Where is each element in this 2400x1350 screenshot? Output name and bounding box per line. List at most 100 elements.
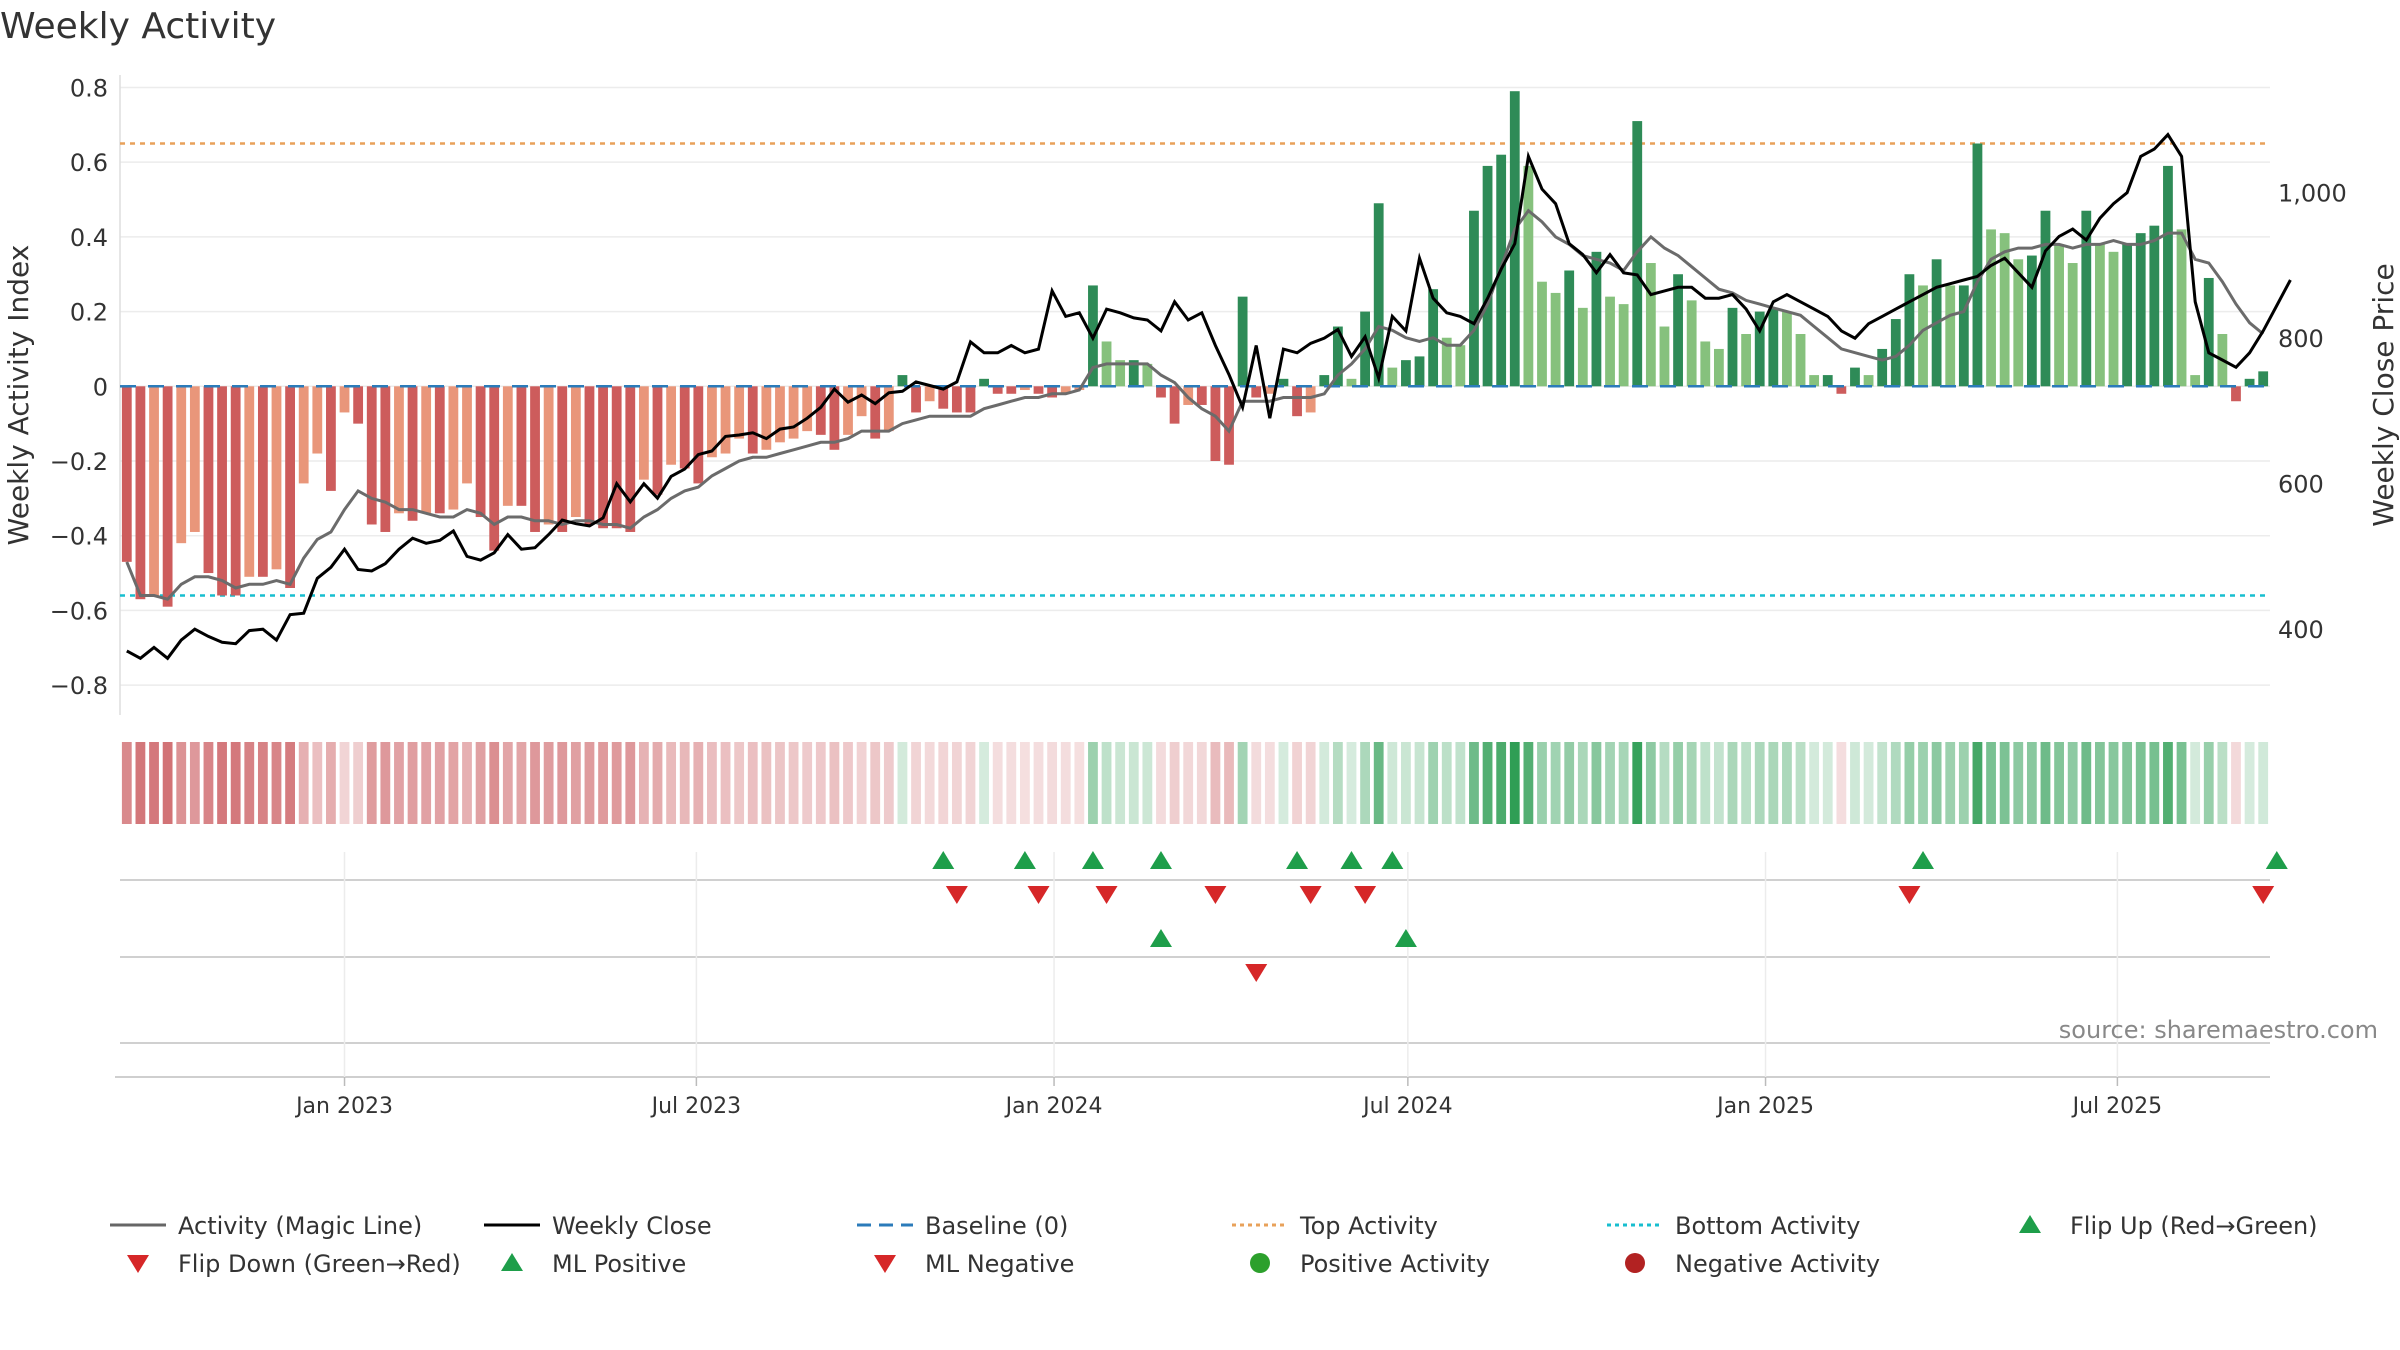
heat-cell bbox=[1632, 742, 1643, 824]
heat-cell bbox=[1564, 742, 1575, 824]
heat-cell bbox=[1332, 742, 1343, 824]
heat-cell bbox=[598, 742, 608, 824]
heat-cell bbox=[1020, 742, 1030, 824]
activity-bar bbox=[1782, 311, 1792, 387]
heat-cell bbox=[788, 742, 799, 824]
heat-cell bbox=[1047, 742, 1058, 824]
heat-cell bbox=[761, 742, 772, 824]
activity-bar bbox=[1809, 375, 1820, 387]
heat-cell bbox=[149, 742, 159, 824]
activity-bar bbox=[1006, 386, 1017, 394]
heat-cell bbox=[434, 742, 445, 824]
heat-cell bbox=[1822, 742, 1833, 824]
x-tick-label: Jul 2023 bbox=[650, 1094, 742, 1119]
activity-bar bbox=[2095, 244, 2105, 387]
y-tick-label: −0.2 bbox=[50, 448, 108, 476]
activity-bar bbox=[1673, 274, 1683, 387]
flip-up-marker bbox=[1912, 851, 1935, 869]
flip-down-marker bbox=[1095, 886, 1118, 904]
activity-bar bbox=[1020, 386, 1030, 391]
heat-cell bbox=[924, 742, 935, 824]
flip-up-marker bbox=[1340, 851, 1363, 869]
legend-item: ML Negative bbox=[874, 1250, 1074, 1278]
legend-item: Bottom Activity bbox=[1607, 1212, 1860, 1240]
heat-cell bbox=[2026, 742, 2037, 824]
flip-up-marker bbox=[2265, 851, 2288, 869]
heat-cell bbox=[1659, 742, 1670, 824]
heat-cell bbox=[353, 742, 364, 824]
heat-cell bbox=[1210, 742, 1221, 824]
activity-bar bbox=[1741, 334, 1752, 387]
activity-bar bbox=[339, 386, 350, 413]
heat-cell bbox=[1904, 742, 1915, 824]
activity-bar bbox=[2067, 263, 2078, 387]
heat-cell bbox=[2013, 742, 2024, 824]
activity-bar bbox=[1210, 386, 1221, 461]
legend-item: Flip Up (Red→Green) bbox=[2019, 1212, 2318, 1240]
heat-cell bbox=[1509, 742, 1520, 824]
activity-bar bbox=[1863, 375, 1874, 387]
activity-bar bbox=[951, 386, 962, 413]
activity-bar bbox=[1986, 229, 1996, 387]
activity-bar bbox=[1441, 337, 1452, 387]
activity-bar bbox=[217, 386, 227, 596]
activity-bar bbox=[1550, 292, 1561, 387]
heat-cell bbox=[1033, 742, 1044, 824]
legend-item: Weekly Close bbox=[484, 1212, 712, 1240]
heat-cell bbox=[1754, 742, 1765, 824]
activity-bar bbox=[2231, 386, 2241, 402]
activity-bar bbox=[543, 386, 554, 525]
activity-bar bbox=[1319, 375, 1330, 387]
activity-bar bbox=[1033, 386, 1044, 394]
activity-bar bbox=[176, 386, 187, 544]
legend-swatch-circle-icon bbox=[1250, 1253, 1270, 1273]
legend-swatch-up-icon bbox=[501, 1253, 523, 1271]
activity-bar bbox=[1060, 386, 1071, 394]
heat-cell bbox=[2067, 742, 2078, 824]
activity-bar bbox=[856, 386, 867, 417]
heat-cell bbox=[625, 742, 636, 824]
heat-cell bbox=[1156, 742, 1166, 824]
heat-cell bbox=[1292, 742, 1302, 824]
legend-label: Baseline (0) bbox=[925, 1212, 1068, 1240]
activity-bar bbox=[761, 386, 772, 450]
heat-cell bbox=[911, 742, 921, 824]
heat-cell bbox=[1850, 742, 1860, 824]
heat-cell bbox=[992, 742, 1003, 824]
activity-bar bbox=[1237, 296, 1248, 387]
activity-bar bbox=[1686, 300, 1697, 387]
legend-label: Bottom Activity bbox=[1675, 1212, 1860, 1240]
heat-cell bbox=[584, 742, 595, 824]
legend-label: Activity (Magic Line) bbox=[178, 1212, 422, 1240]
activity-bar bbox=[2135, 233, 2146, 387]
activity-bar bbox=[775, 386, 785, 443]
heat-cell bbox=[883, 742, 894, 824]
flip-down-marker bbox=[945, 886, 968, 904]
y2-axis-label: Weekly Close Price bbox=[2367, 263, 2400, 526]
legend-swatch-up-icon bbox=[2019, 1215, 2041, 1233]
flip-down-marker bbox=[2252, 886, 2275, 904]
activity-bar bbox=[285, 386, 295, 588]
heat-cell bbox=[407, 742, 418, 824]
heat-cell bbox=[2054, 742, 2064, 824]
activity-bar bbox=[1795, 334, 1806, 387]
activity-bar bbox=[1999, 233, 2010, 387]
heat-cell bbox=[2163, 742, 2173, 824]
y-axis-label: Weekly Activity Index bbox=[2, 245, 35, 546]
x-tick-label: Jan 2023 bbox=[294, 1094, 393, 1119]
heat-cell bbox=[2040, 742, 2051, 824]
heat-cell bbox=[1428, 742, 1439, 824]
y2-tick-label: 800 bbox=[2278, 325, 2324, 353]
activity-bar bbox=[2081, 210, 2092, 387]
heat-cell bbox=[1537, 742, 1547, 824]
activity-bar bbox=[271, 386, 282, 570]
y-tick-label: 0.6 bbox=[70, 149, 108, 177]
heat-cell bbox=[1863, 742, 1874, 824]
heat-cell bbox=[1006, 742, 1017, 824]
heat-cell bbox=[1373, 742, 1384, 824]
magic-line-series bbox=[125, 208, 2265, 601]
activity-bar bbox=[1822, 375, 1833, 387]
heat-cell bbox=[693, 742, 704, 824]
activity-bar bbox=[1890, 319, 1901, 387]
